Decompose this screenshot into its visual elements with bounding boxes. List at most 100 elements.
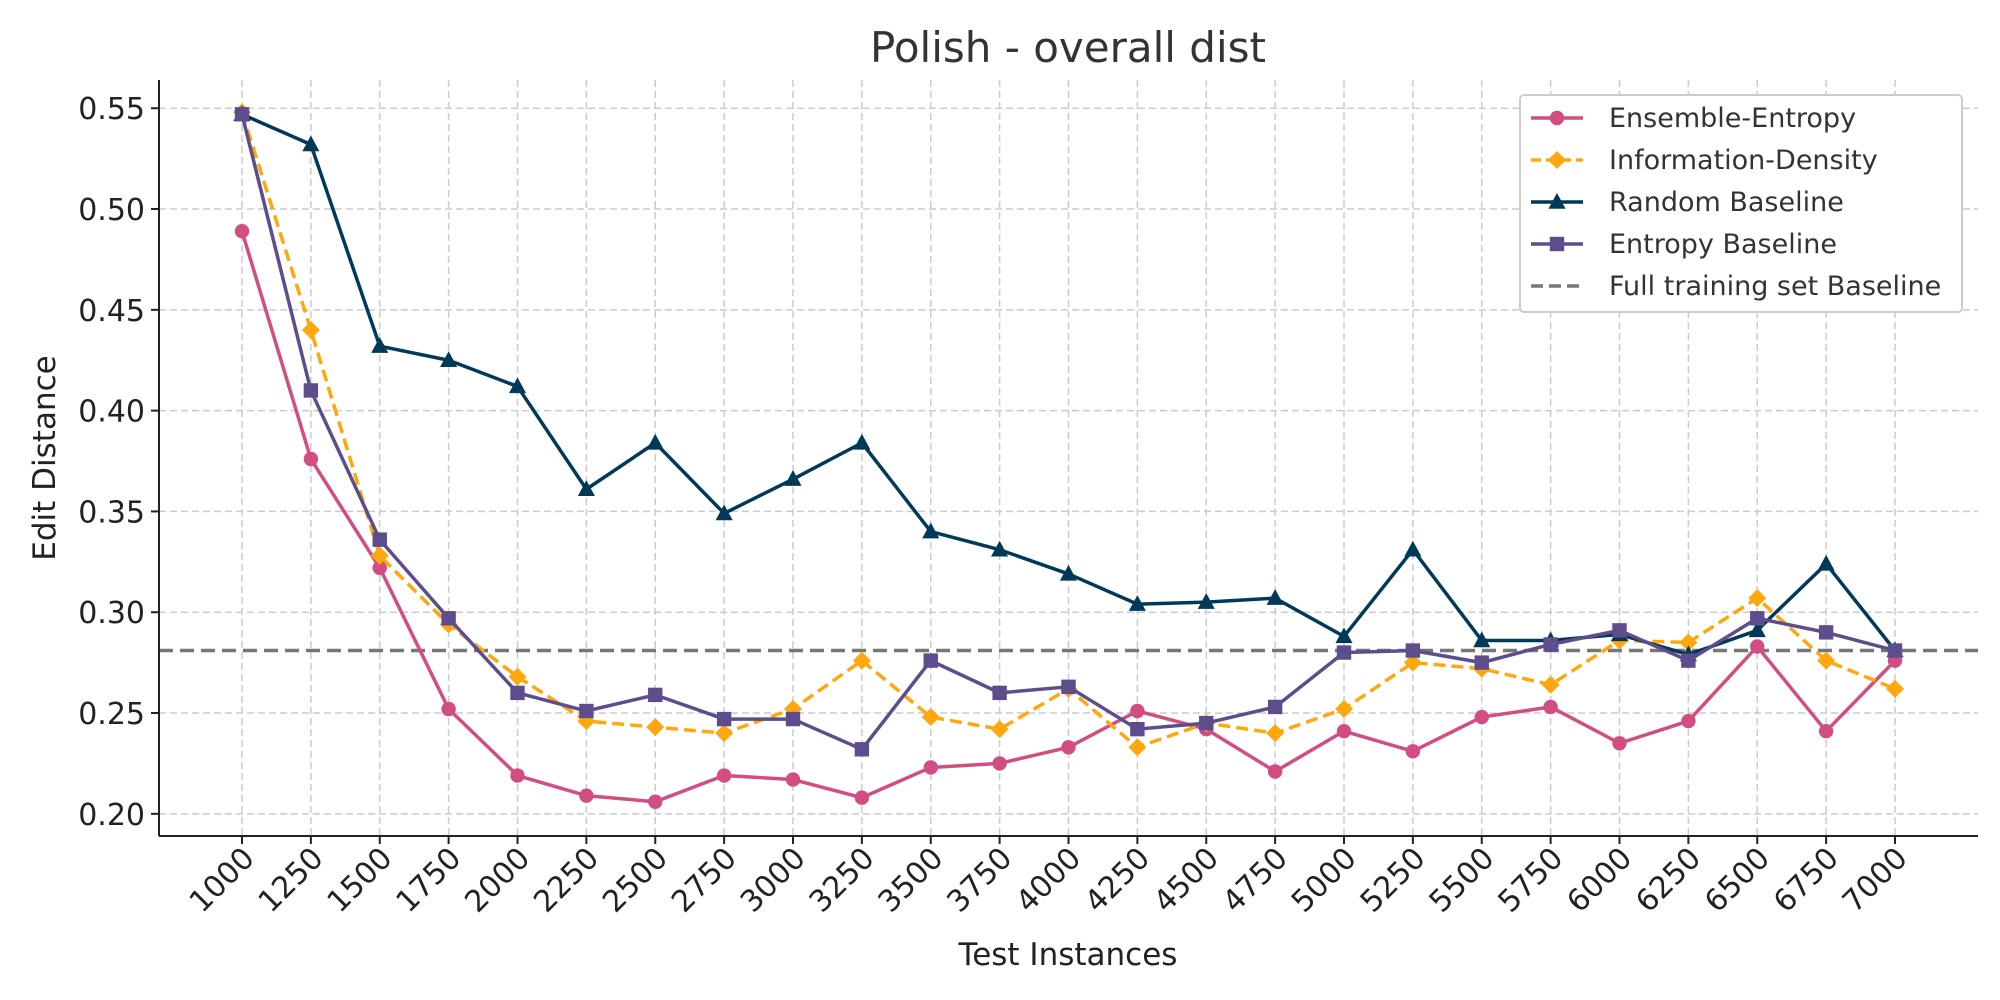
legend-box: [1519, 94, 1963, 313]
random-baseline-point: [508, 377, 527, 394]
entropy-baseline-point: [441, 611, 456, 626]
information-density-point: [990, 720, 1009, 739]
ensemble-entropy-point: [1474, 709, 1489, 725]
random-baseline-point: [1128, 595, 1146, 611]
legend: Ensemble-Entropy Information-Density Rando…: [1519, 94, 1963, 313]
legend-marker: [1549, 236, 1565, 252]
random-baseline-point: [715, 504, 733, 521]
information-density-point: [715, 724, 734, 743]
legend-label: Full training set Baseline: [1609, 271, 1941, 302]
y-tick-label: 0.35: [78, 495, 145, 530]
information-density-point: [1886, 679, 1904, 698]
x-tick-label: 1250: [252, 841, 331, 920]
ensemble-entropy-point: [648, 794, 663, 809]
entropy-baseline-point: [1061, 679, 1076, 695]
random-baseline-point: [1197, 593, 1215, 609]
ensemble-entropy-point: [923, 760, 938, 775]
legend-label: Information-Density: [1609, 145, 1878, 176]
random-baseline-point: [784, 470, 802, 486]
ensemble-entropy-point: [441, 701, 456, 717]
random-baseline-point: [1817, 554, 1835, 571]
ensemble-entropy-point: [716, 768, 732, 783]
y-tick-label: 0.45: [78, 294, 145, 329]
ensemble-entropy-point: [854, 790, 870, 805]
entropy-baseline-point: [1681, 653, 1696, 668]
y-tick-label: 0.50: [78, 193, 145, 228]
ensemble-entropy-point: [1336, 723, 1352, 739]
x-tick-label: 2750: [665, 841, 744, 920]
y-tick-label: 0.25: [78, 697, 145, 732]
x-tick-label: 3250: [803, 841, 882, 920]
x-tick-label: 6000: [1560, 841, 1639, 920]
x-tick-label: 6750: [1767, 841, 1846, 920]
legend-item-information-density: Information-Density: [1531, 145, 1878, 176]
y-tick-label: 0.55: [78, 92, 145, 127]
entropy-baseline-series: [234, 107, 1903, 757]
random-baseline-point: [1059, 564, 1078, 581]
ensemble-entropy-point: [372, 560, 387, 576]
random-baseline-point: [1335, 627, 1353, 644]
x-tick-label: 3000: [734, 841, 813, 920]
information-density-point: [1748, 589, 1767, 608]
information-density-point: [1817, 651, 1836, 670]
entropy-baseline-point: [1818, 625, 1834, 640]
information-density-point: [1266, 724, 1285, 743]
entropy-baseline-point: [1543, 637, 1558, 652]
entropy-baseline-point: [785, 711, 801, 727]
entropy-baseline-point: [1130, 721, 1145, 737]
y-tick-label: 0.20: [78, 798, 145, 833]
entropy-baseline-point: [372, 532, 387, 547]
x-tick-label: 5250: [1354, 841, 1433, 920]
random-baseline-point: [922, 522, 940, 539]
series-layer: [233, 103, 1904, 809]
ensemble-entropy-point: [1612, 736, 1627, 751]
x-tick-label: 3750: [941, 841, 1020, 920]
information-density-point: [1679, 633, 1698, 652]
entropy-baseline-point: [716, 711, 732, 727]
ensemble-entropy-point: [234, 224, 250, 239]
legend-item-full-training-set-baseline: Full training set Baseline: [1531, 271, 1941, 302]
x-tick-label: 6500: [1698, 841, 1777, 920]
ensemble-entropy-point: [1543, 699, 1558, 715]
ensemble-entropy-point: [579, 788, 594, 803]
entropy-baseline-point: [992, 685, 1007, 701]
x-tick-label: 4000: [1009, 841, 1088, 920]
ensemble-entropy-point: [785, 772, 801, 787]
ensemble-entropy-point: [1818, 723, 1834, 739]
ensemble-entropy-point: [1681, 713, 1696, 729]
x-axis-label: Test Instances: [958, 937, 1178, 973]
random-baseline-point: [1404, 540, 1422, 557]
legend-item-entropy-baseline: Entropy Baseline: [1531, 229, 1837, 260]
x-tick-label: 1000: [183, 841, 262, 920]
x-tick-label: 5750: [1492, 841, 1571, 920]
entropy-baseline-point: [1750, 611, 1765, 626]
information-density-point: [1541, 675, 1560, 694]
legend-item-ensemble-entropy: Ensemble-Entropy: [1531, 103, 1856, 134]
x-tick-label: 4750: [1216, 841, 1295, 920]
information-density-point: [646, 718, 665, 737]
entropy-baseline-point: [1199, 715, 1214, 731]
entropy-baseline-point: [923, 653, 938, 668]
random-baseline-point: [853, 433, 871, 450]
ensemble-entropy-point: [303, 451, 319, 467]
random-baseline-point: [577, 480, 595, 496]
information-density-point: [1335, 699, 1353, 718]
y-tick-label: 0.40: [78, 395, 145, 430]
x-tick-label: 3500: [872, 841, 951, 920]
legend-label: Ensemble-Entropy: [1609, 103, 1856, 134]
x-tick-label: 4250: [1078, 841, 1157, 920]
ensemble-entropy-point: [992, 756, 1007, 771]
entropy-baseline-point: [234, 107, 250, 122]
x-axis-ticks: 1000125015001750200022502500275030003250…: [183, 836, 1915, 920]
information-density-point: [370, 546, 389, 565]
information-density-point: [1128, 738, 1147, 757]
x-tick-label: 6250: [1629, 841, 1708, 920]
legend-label: Random Baseline: [1609, 187, 1844, 218]
legend-label: Entropy Baseline: [1609, 229, 1837, 260]
entropy-baseline-point: [1405, 643, 1421, 658]
random-baseline-point: [371, 337, 389, 353]
x-tick-label: 4500: [1147, 841, 1226, 920]
y-tick-label: 0.30: [78, 596, 145, 631]
legend-marker: [1549, 110, 1565, 126]
